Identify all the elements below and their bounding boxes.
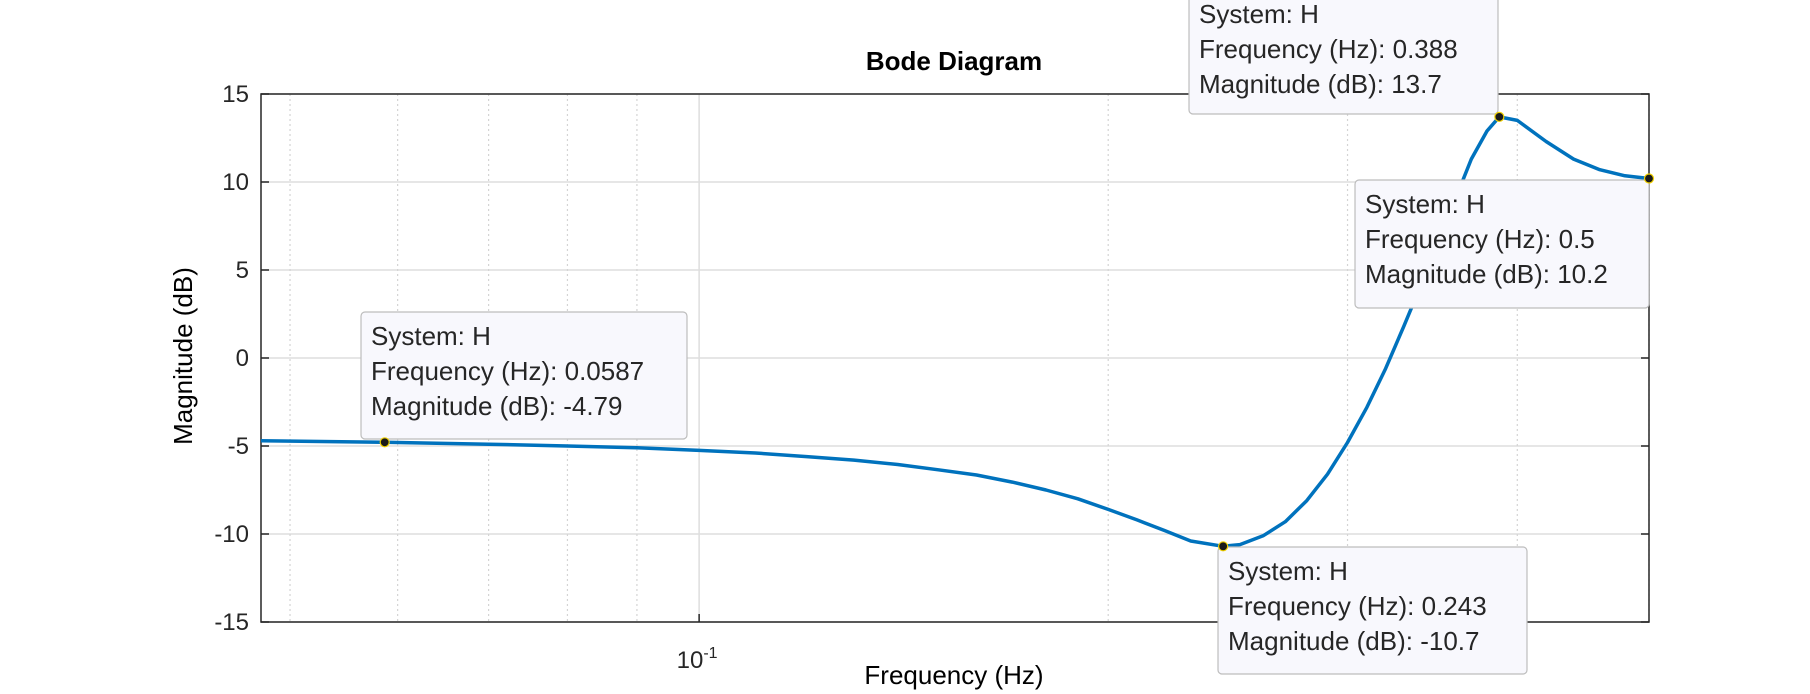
datatip-magnitude-label: Magnitude (dB): 13.7 [1199,69,1442,99]
datatip-box [360,311,688,440]
y-axis: 15 10 5 0 -5 -10 -15 [214,81,1649,636]
datatip-marker[interactable] [1494,111,1505,122]
datatip-marker[interactable] [1218,541,1229,552]
datatip-magnitude-label: Magnitude (dB): -10.7 [1228,626,1479,656]
y-tick-label: 15 [222,81,249,108]
y-tick-label: -15 [214,609,249,636]
datatip[interactable]: System: H Frequency (Hz): 0.243 Magnitude … [1217,541,1528,675]
datatips: System: H Frequency (Hz): 0.0587 Magnitude… [360,0,1655,675]
datatip-magnitude-label: Magnitude (dB): 10.2 [1365,259,1608,289]
datatip-marker[interactable] [1643,173,1655,184]
datatip-marker[interactable] [379,437,390,448]
chart-title: Bode Diagram [866,46,1042,76]
x-tick-label: 10-1 [677,645,718,674]
datatip-frequency-label: Frequency (Hz): 0.5 [1365,224,1595,254]
datatip[interactable]: System: H Frequency (Hz): 0.388 Magnitude … [1188,0,1505,122]
datatip-box [1188,0,1499,115]
datatip-system-label: System: H [1228,556,1348,586]
y-tick-label: 10 [222,169,249,196]
datatip-system-label: System: H [1365,189,1485,219]
datatip[interactable]: System: H Frequency (Hz): 0.0587 Magnitude… [360,311,688,448]
datatip-box [1217,546,1528,675]
datatip-box [1354,179,1650,309]
x-axis-label: Frequency (Hz) [864,660,1043,690]
y-tick-label: -10 [214,521,249,548]
y-tick-label: 5 [236,257,249,284]
y-tick-label: -5 [228,433,249,460]
datatip[interactable]: System: H Frequency (Hz): 0.5 Magnitude (d… [1354,173,1655,309]
x-axis: 10-1 [677,614,718,674]
datatip-frequency-label: Frequency (Hz): 0.388 [1199,34,1458,64]
datatip-frequency-label: Frequency (Hz): 0.243 [1228,591,1487,621]
datatip-system-label: System: H [1199,0,1319,29]
series-line-H [260,115,1650,549]
datatip-magnitude-label: Magnitude (dB): -4.79 [371,391,622,421]
y-axis-label: Magnitude (dB) [168,267,198,445]
y-tick-label: 0 [236,345,249,372]
datatip-frequency-label: Frequency (Hz): 0.0587 [371,356,644,386]
datatip-system-label: System: H [371,321,491,351]
